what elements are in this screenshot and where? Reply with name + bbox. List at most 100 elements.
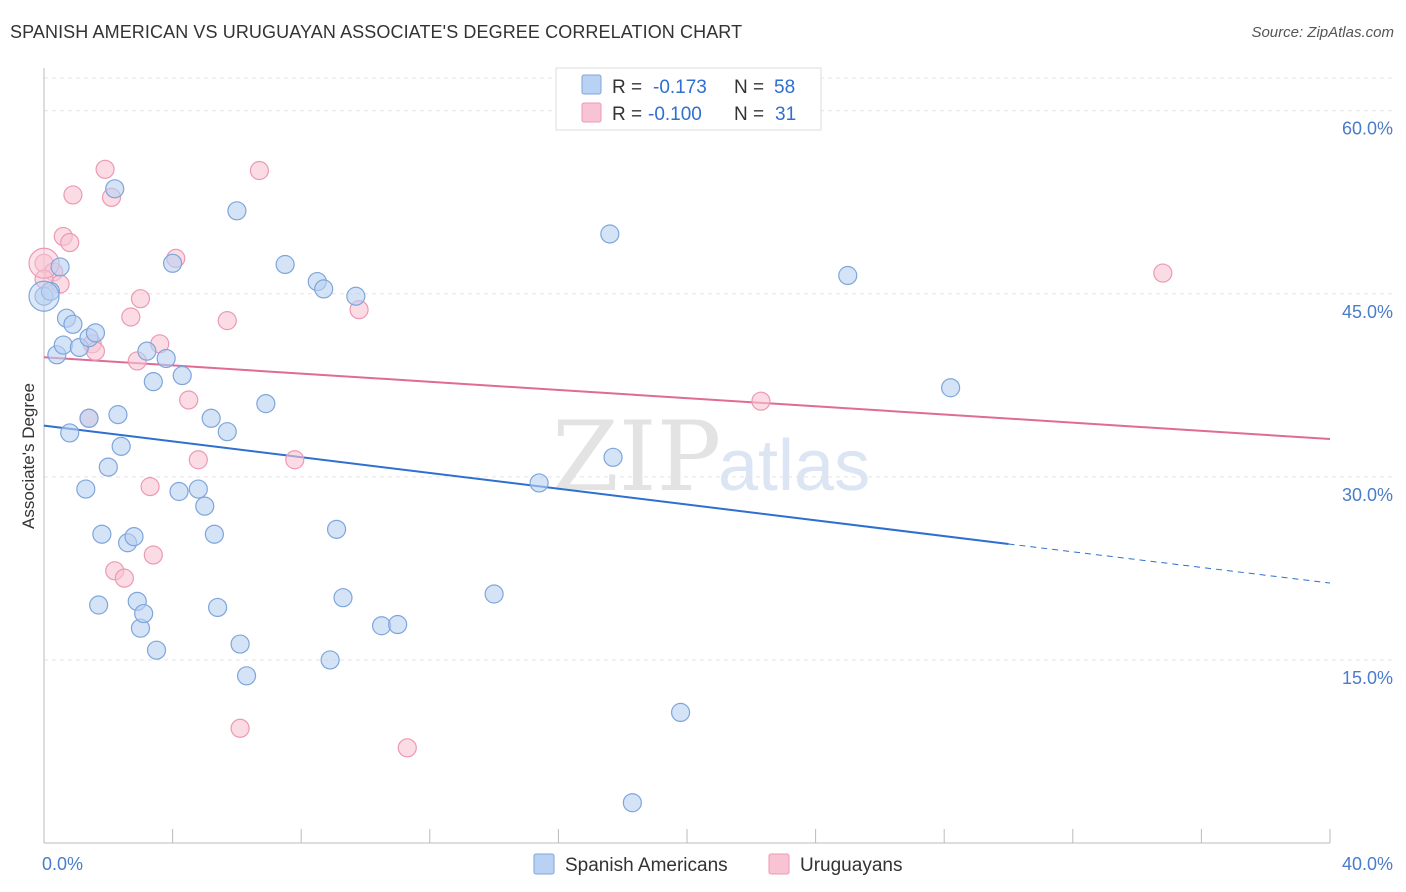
y-tick-label-30: 30.0%	[1342, 485, 1393, 505]
spanish-americans-point-47	[346, 286, 366, 306]
spanish-americans-point-32	[195, 496, 215, 516]
spanish-americans-point-41	[275, 254, 295, 275]
spanish-americans-point-35	[208, 597, 228, 618]
bottom-legend-uruguayans: Uruguayans	[800, 855, 902, 876]
spanish-americans-point-26	[146, 640, 167, 660]
spanish-americans-point-56	[838, 265, 858, 286]
spanish-americans-point-11	[76, 479, 96, 499]
chart-title: SPANISH AMERICAN VS URUGUAYAN ASSOCIATE'…	[10, 22, 743, 42]
watermark-atlas: atlas	[718, 426, 870, 506]
trend-lines	[43, 356, 1331, 584]
uruguayans-point-9	[95, 159, 115, 179]
bottom-legend-spanish-americans: Spanish Americans	[565, 855, 728, 876]
spanish-americans-trend-line	[43, 424, 1009, 545]
uruguayans-point-23	[230, 718, 250, 738]
spanish-americans-point-15	[111, 436, 131, 456]
uruguayans-point-27	[397, 738, 417, 758]
spanish-americans-point-16	[98, 457, 118, 477]
legend-r-value-2: -0.100	[648, 104, 702, 125]
spanish-americans-point-27	[156, 348, 176, 369]
spanish-americans-point-20	[124, 527, 144, 547]
legend-r-label-1: R =	[612, 77, 642, 98]
source-label: Source: ZipAtlas.com	[1251, 24, 1394, 41]
spanish-americans-point-51	[529, 473, 549, 493]
uruguayans-point-16	[140, 477, 160, 497]
spanish-americans-point-44	[320, 650, 340, 670]
spanish-americans-point-10	[85, 323, 106, 343]
spanish-americans-point-29	[169, 481, 189, 502]
y-tick-label-15: 15.0%	[1342, 668, 1393, 688]
gridlines	[44, 77, 1393, 661]
spanish-americans-trend-extension	[1008, 543, 1331, 584]
spanish-americans-point-49	[388, 614, 408, 635]
bottom-swatch-pink	[768, 853, 790, 875]
uruguayans-point-22	[217, 311, 237, 331]
spanish-americans-point-46	[333, 588, 353, 608]
uruguayans-point-15	[130, 289, 151, 309]
uruguayans-point-17	[143, 545, 163, 565]
watermark-zip: ZIP	[552, 401, 721, 513]
spanish-americans-point-50	[484, 584, 504, 604]
uruguayans-point-24	[249, 160, 270, 181]
spanish-americans-point-57	[941, 378, 961, 398]
spanish-americans-point-31	[188, 479, 208, 499]
uruguayans-point-4	[60, 232, 80, 253]
spanish-americans-point-45	[326, 519, 347, 539]
y-tick-labels: 15.0% 30.0% 45.0% 60.0%	[1342, 119, 1393, 688]
uruguayans-point-5	[63, 185, 83, 205]
spanish-americans-point-33	[201, 408, 221, 428]
spanish-americans-point-34	[204, 524, 224, 544]
uruguayans-trend-line	[43, 356, 1331, 441]
y-tick-label-60: 60.0%	[1342, 119, 1393, 139]
legend-r-label-2: R =	[612, 104, 642, 125]
spanish-americans-point-48	[371, 616, 392, 636]
bottom-swatch-blue	[533, 853, 555, 875]
legend-n-label-1: N =	[734, 77, 764, 98]
uruguayans-point-13	[121, 307, 141, 327]
spanish-americans-point-6	[63, 314, 83, 334]
axes	[43, 68, 1331, 844]
spanish-americans-point-38	[230, 634, 250, 654]
spanish-americans-point-7	[60, 423, 80, 443]
legend-r-value-1: -0.173	[653, 77, 707, 98]
spanish-americans-point-37	[227, 201, 247, 221]
spanish-americans-point-23	[134, 603, 154, 624]
correlation-legend: R = -0.173 N = 58 R = -0.100 N = 31	[555, 67, 822, 131]
y-axis-label: Associate's Degree	[19, 383, 38, 529]
spanish-americans-point-52	[600, 224, 620, 244]
spanish-americans-point-24	[137, 341, 157, 361]
spanish-americans-point-39	[236, 666, 257, 686]
spanish-americans-point-18	[89, 595, 109, 615]
uruguayans-point-20	[179, 390, 199, 410]
spanish-americans-edge-bubble	[28, 280, 60, 312]
uruguayans-point-21	[188, 450, 208, 470]
spanish-americans-point-12	[79, 408, 99, 428]
spanish-americans-point-2	[50, 257, 70, 277]
x-tick-min: 0.0%	[42, 854, 83, 874]
spanish-americans-point-40	[256, 394, 276, 414]
uruguayans-point-29	[1153, 263, 1173, 283]
legend-swatch-blue	[581, 74, 602, 95]
spanish-americans-point-30	[172, 365, 192, 386]
spanish-americans-point-13	[105, 179, 125, 199]
uruguayans-point-25	[285, 450, 305, 470]
legend-n-value-2: 31	[775, 104, 796, 125]
legend-swatch-pink	[581, 102, 602, 123]
series-legend: Spanish Americans Uruguayans	[533, 853, 902, 876]
spanish-americans-point-53	[603, 447, 623, 467]
spanish-americans-point-14	[108, 405, 128, 425]
uruguayans-point-12	[114, 568, 134, 588]
uruguayans-point-28	[751, 391, 771, 411]
spanish-americans-point-55	[670, 702, 691, 723]
spanish-americans-point-17	[92, 524, 112, 544]
spanish-americans-point-43	[314, 279, 334, 299]
spanish-americans-points	[28, 179, 961, 813]
spanish-americans-point-28	[163, 253, 183, 273]
x-tick-max: 40.0%	[1342, 854, 1393, 874]
legend-n-value-1: 58	[774, 77, 795, 98]
spanish-americans-point-25	[143, 372, 163, 392]
spanish-americans-point-36	[217, 422, 237, 442]
spanish-americans-point-4	[53, 335, 73, 355]
legend-n-label-2: N =	[734, 104, 764, 125]
